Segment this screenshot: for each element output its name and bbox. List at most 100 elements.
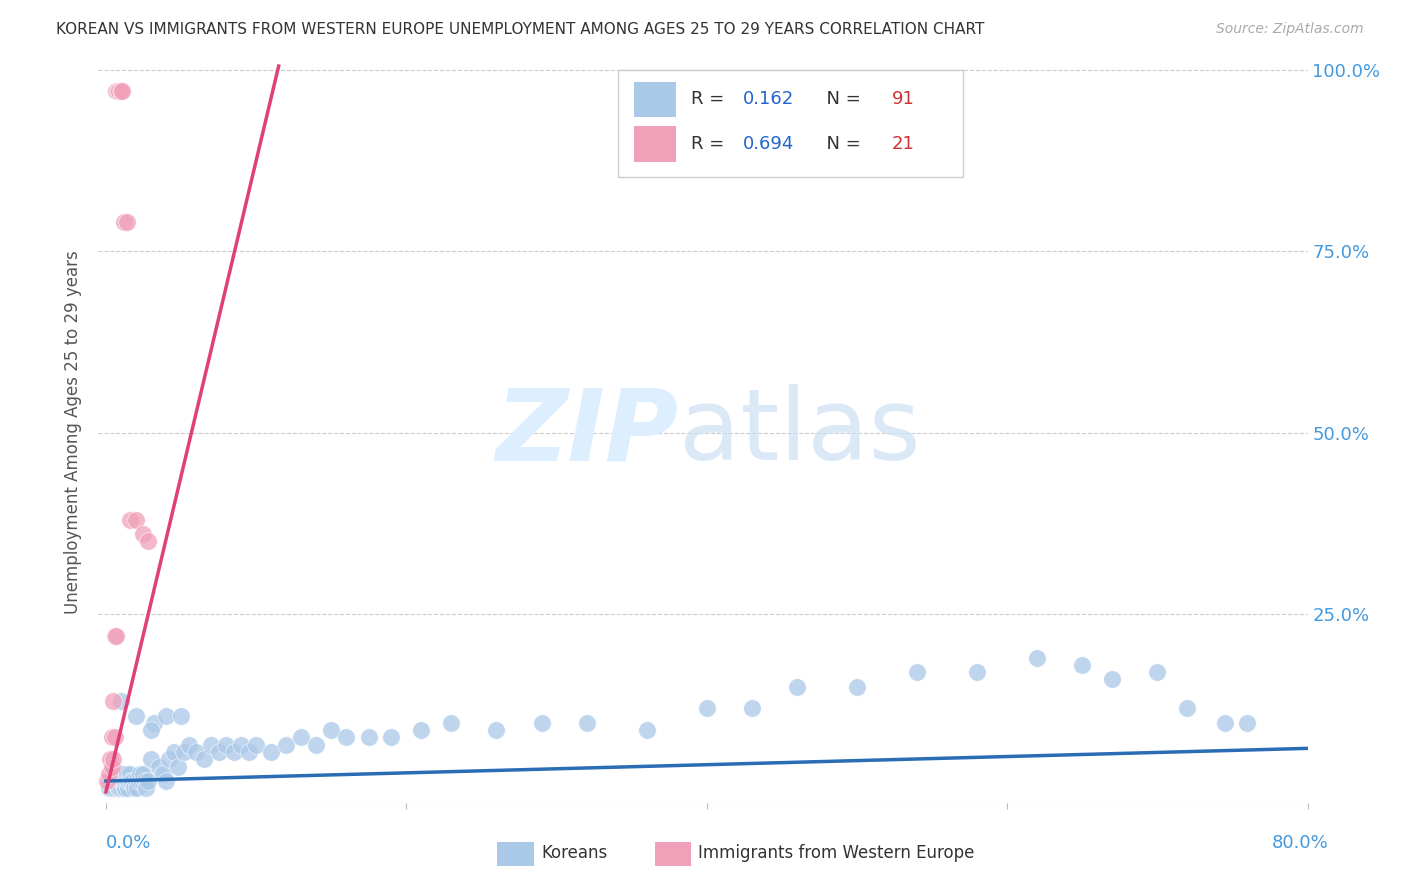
Point [108, 766, 131, 780]
Point [200, 738, 222, 752]
Text: ZIP: ZIP [496, 384, 679, 481]
Point [111, 85, 134, 99]
Point [118, 766, 141, 780]
Point [260, 745, 283, 759]
Point [118, 774, 141, 789]
Text: 0.162: 0.162 [742, 90, 794, 109]
Point [357, 731, 380, 745]
Point [101, 731, 124, 745]
Point [101, 759, 124, 773]
FancyBboxPatch shape [655, 842, 690, 866]
Point [103, 774, 125, 789]
Point [380, 731, 402, 745]
Text: R =: R = [690, 135, 735, 153]
Point [238, 745, 260, 759]
Point [136, 774, 159, 789]
Point [966, 665, 988, 680]
Point [741, 701, 763, 715]
Text: Immigrants from Western Europe: Immigrants from Western Europe [699, 844, 974, 863]
Point [696, 701, 718, 715]
Point [575, 715, 598, 730]
Point [143, 715, 166, 730]
Point [162, 745, 184, 759]
Point [128, 774, 150, 789]
FancyBboxPatch shape [634, 82, 676, 117]
Point [121, 774, 143, 789]
Point [1071, 657, 1094, 672]
Text: N =: N = [815, 135, 873, 153]
Point [290, 731, 312, 745]
Point [105, 774, 128, 789]
Point [177, 738, 200, 752]
Point [139, 752, 162, 766]
Point [167, 759, 190, 773]
Point [115, 766, 138, 780]
Point [115, 215, 138, 229]
Point [105, 85, 128, 99]
Point [104, 731, 127, 745]
Point [112, 774, 135, 789]
Point [222, 745, 245, 759]
Point [321, 723, 343, 738]
Point [104, 774, 127, 789]
Point [905, 665, 928, 680]
Point [127, 781, 149, 796]
Point [305, 738, 328, 752]
Point [112, 215, 135, 229]
Point [105, 766, 128, 780]
Point [110, 85, 132, 99]
Point [107, 774, 129, 789]
Point [97, 781, 120, 796]
Text: N =: N = [815, 90, 873, 109]
Point [100, 752, 122, 766]
Point [117, 774, 139, 789]
Text: R =: R = [690, 90, 735, 109]
Point [276, 738, 298, 752]
Point [135, 781, 157, 796]
Point [114, 781, 136, 796]
Point [245, 738, 267, 752]
Point [786, 680, 808, 694]
Point [103, 766, 125, 780]
Point [184, 745, 207, 759]
Point [112, 781, 135, 796]
Text: atlas: atlas [679, 384, 921, 481]
Point [111, 774, 134, 789]
Point [1146, 665, 1168, 680]
Point [122, 774, 145, 789]
Point [132, 766, 155, 780]
Point [148, 759, 170, 773]
Point [129, 766, 152, 780]
Point [103, 752, 125, 766]
Text: 91: 91 [891, 90, 914, 109]
Point [115, 774, 138, 789]
Point [104, 781, 127, 796]
Point [1236, 715, 1258, 730]
Point [132, 527, 155, 541]
Point [215, 738, 238, 752]
Point [118, 513, 141, 527]
Point [136, 534, 159, 549]
Point [108, 85, 131, 99]
Point [125, 708, 148, 723]
FancyBboxPatch shape [619, 70, 963, 178]
Point [97, 766, 120, 780]
Point [114, 774, 136, 789]
Point [100, 774, 122, 789]
Point [1026, 650, 1049, 665]
Point [1101, 673, 1123, 687]
Point [103, 694, 125, 708]
Point [1177, 701, 1199, 715]
Point [485, 723, 508, 738]
Text: Source: ZipAtlas.com: Source: ZipAtlas.com [1216, 22, 1364, 37]
Point [101, 781, 124, 796]
Point [96, 774, 118, 789]
Point [110, 694, 132, 708]
Point [104, 629, 127, 643]
Point [155, 774, 177, 789]
Y-axis label: Unemployment Among Ages 25 to 29 years: Unemployment Among Ages 25 to 29 years [65, 251, 83, 615]
FancyBboxPatch shape [634, 126, 676, 161]
Text: Koreans: Koreans [541, 844, 607, 863]
Point [193, 752, 215, 766]
Point [117, 781, 139, 796]
